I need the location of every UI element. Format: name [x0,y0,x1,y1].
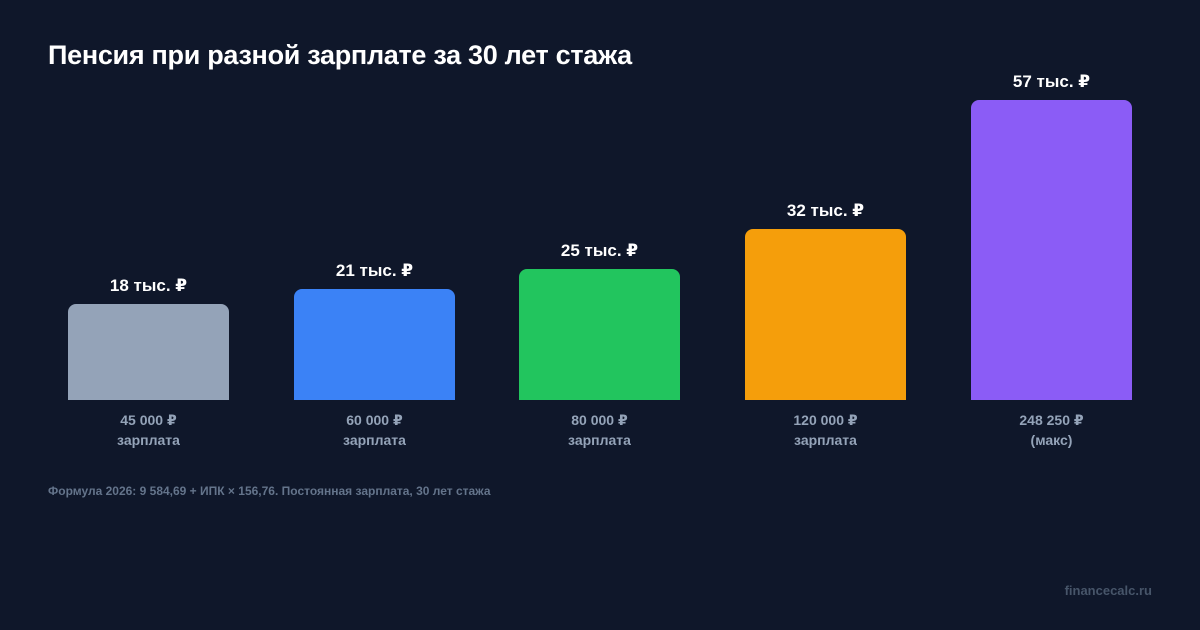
bar-value-label: 57 тыс. ₽ [1012,72,1091,91]
bar-x-label: 60 000 ₽ зарплата [294,410,455,450]
bar [971,100,1132,400]
bar [745,229,906,400]
salary-caption: зарплата [794,432,857,448]
bar-value-label: 32 тыс. ₽ [786,201,865,220]
formula-footnote: Формула 2026: 9 584,69 + ИПК × 156,76. П… [48,484,491,498]
bar [294,289,455,400]
bar-group-60000: 21 тыс. ₽ 60 000 ₽ зарплата [294,0,455,630]
bar-group-248250: 57 тыс. ₽ 248 250 ₽ (макс) [971,0,1132,630]
salary-label: 45 000 ₽ [120,412,177,428]
salary-caption: зарплата [343,432,406,448]
brand-watermark: financecalc.ru [1064,583,1152,598]
bar [68,304,229,400]
bar-value-label: 18 тыс. ₽ [109,276,188,295]
bar-group-45000: 18 тыс. ₽ 45 000 ₽ зарплата [68,0,229,630]
bar-group-120000: 32 тыс. ₽ 120 000 ₽ зарплата [745,0,906,630]
salary-label: 60 000 ₽ [346,412,403,428]
salary-label: 248 250 ₽ [1019,412,1084,428]
bar-x-label: 80 000 ₽ зарплата [519,410,680,450]
salary-label: 120 000 ₽ [793,412,858,428]
bar-value-label: 21 тыс. ₽ [335,261,414,280]
bar-x-label: 248 250 ₽ (макс) [971,410,1132,450]
salary-label: 80 000 ₽ [571,412,628,428]
bar-value-label: 25 тыс. ₽ [560,241,639,260]
bar-group-80000: 25 тыс. ₽ 80 000 ₽ зарплата [519,0,680,630]
salary-caption: зарплата [568,432,631,448]
chart-title: Пенсия при разной зарплате за 30 лет ста… [48,40,632,70]
bar-x-label: 45 000 ₽ зарплата [68,410,229,450]
salary-caption: зарплата [117,432,180,448]
salary-caption: (макс) [1030,432,1073,448]
bar-x-label: 120 000 ₽ зарплата [745,410,906,450]
bar [519,269,680,400]
